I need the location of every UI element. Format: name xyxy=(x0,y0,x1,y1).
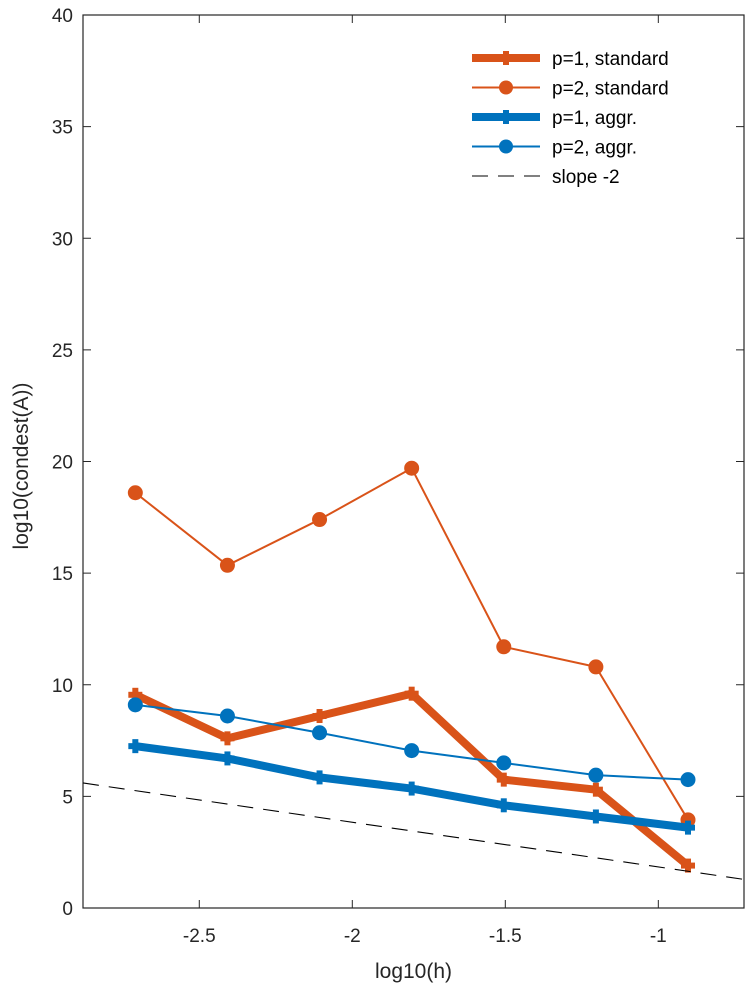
x-tick-label: -1.5 xyxy=(489,926,522,947)
data-point xyxy=(680,858,695,873)
legend-label: p=2, standard xyxy=(552,79,669,100)
x-axis-label: log10(h) xyxy=(375,960,452,983)
legend: p=1, standard p=2, standard p=1, aggr. p=2,… xyxy=(472,49,669,188)
data-point xyxy=(312,770,327,785)
data-point xyxy=(404,743,420,759)
legend-marker xyxy=(499,110,513,124)
data-point xyxy=(220,751,235,766)
data-point xyxy=(404,781,419,796)
series-p-2-standard xyxy=(127,460,696,828)
legend-entry: p=2, aggr. xyxy=(472,138,637,159)
y-tick-label: 20 xyxy=(52,453,73,474)
data-point xyxy=(219,708,235,724)
legend-label: slope -2 xyxy=(552,167,620,188)
y-axis-ticks: 0 5 10 15 20 25 30 35 40 xyxy=(52,6,744,920)
legend-entry: p=2, standard xyxy=(472,79,669,100)
data-point xyxy=(680,820,695,835)
data-point xyxy=(588,809,603,824)
data-point xyxy=(680,772,696,788)
legend-entry: slope -2 xyxy=(472,167,620,188)
data-point xyxy=(404,460,420,476)
data-point xyxy=(312,512,328,528)
data-point xyxy=(312,725,328,741)
data-point xyxy=(128,739,143,754)
series-p-1-aggr xyxy=(128,739,695,835)
y-tick-label: 30 xyxy=(52,229,73,250)
series-line xyxy=(82,782,745,880)
legend-label: p=1, aggr. xyxy=(552,108,637,129)
data-point xyxy=(588,659,604,675)
legend-entry: p=1, aggr. xyxy=(472,108,637,129)
series-slope-2 xyxy=(82,782,745,880)
x-axis-ticks: -2.5 -2 -1.5 -1 xyxy=(183,15,667,947)
series-layer xyxy=(82,460,745,880)
data-point xyxy=(496,772,511,787)
series-p-1-standard xyxy=(128,686,695,873)
y-axis-label: log10(condest(A)) xyxy=(10,383,33,550)
data-point xyxy=(496,798,511,813)
data-point xyxy=(127,485,143,501)
data-point xyxy=(588,767,604,783)
y-tick-label: 10 xyxy=(52,676,73,697)
x-tick-label: -2 xyxy=(344,926,361,947)
y-tick-label: 25 xyxy=(52,341,73,362)
data-point xyxy=(127,697,143,713)
legend-marker xyxy=(499,139,513,154)
series-p-2-aggr xyxy=(127,697,696,788)
data-point xyxy=(588,782,603,797)
legend-marker xyxy=(499,80,513,95)
y-tick-label: 40 xyxy=(52,6,73,27)
legend-entry: p=1, standard xyxy=(472,49,669,70)
y-tick-label: 15 xyxy=(52,564,73,585)
data-point xyxy=(496,639,512,655)
data-point xyxy=(219,557,235,573)
y-tick-label: 35 xyxy=(52,118,73,139)
x-tick-label: -2.5 xyxy=(183,926,216,947)
x-tick-label: -1 xyxy=(650,926,667,947)
data-point xyxy=(404,686,419,701)
y-tick-label: 0 xyxy=(62,899,73,920)
y-tick-label: 5 xyxy=(62,787,73,808)
legend-label: p=2, aggr. xyxy=(552,138,637,159)
legend-marker xyxy=(499,51,513,65)
data-point xyxy=(220,731,235,746)
data-point xyxy=(312,709,327,724)
legend-label: p=1, standard xyxy=(552,49,669,70)
data-point xyxy=(496,755,512,771)
